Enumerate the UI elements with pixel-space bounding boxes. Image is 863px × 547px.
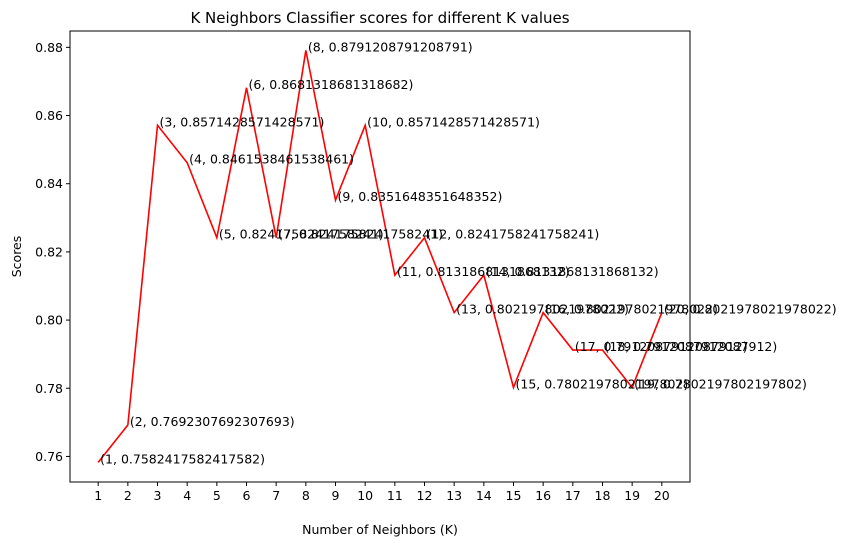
data-label: (4, 0.8461538461538461) bbox=[189, 152, 354, 167]
x-axis: 1 2 3 4 5 6 7 8 9 10 11 12 13 14 15 16 17 18 19 20 bbox=[94, 482, 670, 503]
x-tick-label: 18 bbox=[595, 488, 611, 503]
data-label: (11, 0.8131868131868132) bbox=[397, 264, 570, 279]
chart-title: K Neighbors Classifier scores for differ… bbox=[190, 9, 569, 27]
data-label: (8, 0.8791208791208791) bbox=[308, 39, 473, 54]
x-tick-label: 17 bbox=[565, 488, 581, 503]
x-tick-label: 1 bbox=[94, 488, 102, 503]
x-tick-label: 15 bbox=[506, 488, 522, 503]
x-tick-label: 13 bbox=[446, 488, 462, 503]
x-tick-label: 2 bbox=[124, 488, 132, 503]
y-tick-label: 0.86 bbox=[35, 108, 63, 123]
y-tick-label: 0.78 bbox=[35, 381, 63, 396]
x-tick-label: 8 bbox=[302, 488, 310, 503]
x-tick-label: 19 bbox=[624, 488, 640, 503]
data-label: (9, 0.8351648351648352) bbox=[338, 189, 503, 204]
plot-frame bbox=[69, 30, 691, 483]
data-label: (20, 0.8021978021978022) bbox=[664, 302, 837, 317]
x-tick-label: 5 bbox=[213, 488, 221, 503]
x-tick-label: 16 bbox=[535, 488, 551, 503]
x-tick-label: 3 bbox=[154, 488, 162, 503]
y-tick-label: 0.82 bbox=[35, 244, 63, 259]
y-tick-label: 0.76 bbox=[35, 449, 63, 464]
x-tick-label: 10 bbox=[357, 488, 373, 503]
data-label: (3, 0.8571428571428571) bbox=[160, 114, 325, 129]
data-label: (18, 0.7912087912087912) bbox=[604, 339, 777, 354]
y-tick-label: 0.88 bbox=[35, 40, 63, 55]
x-tick-label: 7 bbox=[272, 488, 280, 503]
plot-area bbox=[97, 50, 663, 463]
data-label: (16, 0.8021978021978022) bbox=[545, 302, 718, 317]
score-line bbox=[97, 50, 663, 463]
x-tick-label: 11 bbox=[387, 488, 403, 503]
y-axis-label: Scores bbox=[9, 236, 24, 278]
data-label: (13, 0.8021978021978022) bbox=[456, 302, 629, 317]
data-label: (1, 0.7582417582417582) bbox=[100, 451, 265, 466]
data-label: (5, 0.8241758241758241) bbox=[219, 227, 384, 242]
x-tick-label: 14 bbox=[476, 488, 492, 503]
data-label: (6, 0.8681318681318682) bbox=[249, 77, 414, 92]
x-tick-label: 6 bbox=[243, 488, 251, 503]
x-tick-label: 12 bbox=[417, 488, 433, 503]
data-label: (17, 0.7912087912087912) bbox=[575, 339, 748, 354]
x-tick-label: 4 bbox=[183, 488, 191, 503]
y-tick-label: 0.80 bbox=[35, 313, 63, 328]
data-label: (19, 0.7802197802197802) bbox=[634, 377, 807, 392]
data-label: (10, 0.8571428571428571) bbox=[367, 114, 540, 129]
x-axis-label: Number of Neighbors (K) bbox=[302, 522, 458, 537]
data-labels: (1, 0.7582417582417582) (2, 0.76923076923… bbox=[100, 39, 836, 466]
x-tick-label: 9 bbox=[332, 488, 340, 503]
data-label: (12, 0.8241758241758241) bbox=[427, 227, 600, 242]
y-axis: 0.76 0.78 0.80 0.82 0.84 0.86 0.88 bbox=[35, 40, 70, 464]
data-label: (2, 0.7692307692307693) bbox=[130, 414, 295, 429]
data-label: (7, 0.8241758241758241) bbox=[278, 227, 443, 242]
data-label: (14, 0.8131868131868132) bbox=[486, 264, 659, 279]
data-label: (15, 0.7802197802197802) bbox=[515, 377, 688, 392]
y-tick-label: 0.84 bbox=[35, 176, 63, 191]
x-tick-label: 20 bbox=[654, 488, 670, 503]
